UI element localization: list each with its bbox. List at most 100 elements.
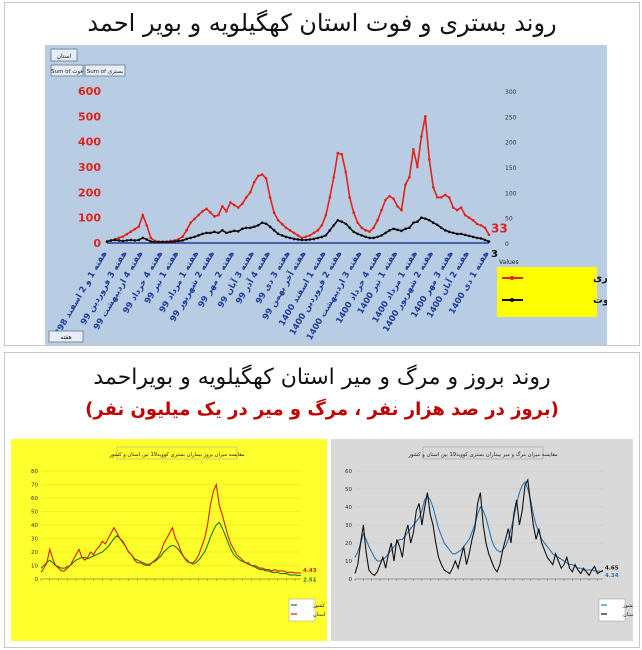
point-hosp (428, 158, 431, 161)
point-hosp (328, 196, 332, 199)
point-hosp (300, 236, 304, 240)
point-hosp (360, 226, 363, 230)
point-death (153, 240, 157, 244)
y-tick-label: 10 (31, 564, 38, 570)
point-death (304, 238, 308, 242)
point-hosp (459, 206, 463, 209)
point-death (292, 237, 296, 241)
point-death (424, 217, 427, 220)
chart-title-box (116, 446, 238, 460)
legend-box (598, 598, 626, 622)
point-hosp (412, 147, 415, 151)
point-hosp (455, 208, 459, 212)
y-tick-left: 0 (93, 237, 101, 250)
point-death (197, 234, 200, 237)
point-death (396, 228, 399, 232)
legend-marker (510, 276, 514, 280)
point-death (284, 235, 288, 239)
point-death (487, 240, 491, 243)
point-hosp (125, 232, 129, 236)
point-death (328, 229, 332, 232)
point-hosp (129, 230, 133, 233)
point-death (471, 235, 475, 239)
top-panel: روند بستری و فوت استان کهگیلویه و بویر ا… (4, 2, 642, 346)
y-tick-label: 40 (31, 523, 38, 529)
point-death (483, 238, 487, 242)
point-death (336, 218, 340, 222)
point-hosp (416, 165, 419, 169)
y-tick-right: 250 (505, 114, 517, 121)
point-death (316, 236, 320, 240)
point-death (404, 227, 407, 231)
point-hosp (117, 236, 121, 240)
point-hosp (368, 230, 371, 233)
point-hosp (284, 226, 288, 230)
point-death (105, 240, 109, 243)
point-death (479, 237, 483, 240)
y-tick-left: 200 (78, 186, 101, 199)
point-hosp (288, 229, 292, 232)
point-death (380, 234, 383, 237)
series-line-country (40, 521, 301, 577)
point-hosp (479, 223, 483, 227)
chart-title: مقایسه میزان مرگ و میر بیماران بستری کوو… (407, 450, 557, 458)
point-hosp (201, 210, 204, 213)
end-label-country: 4.34 (605, 573, 619, 579)
point-hosp (408, 175, 411, 179)
y-tick-label: 30 (31, 537, 38, 543)
point-death (463, 233, 467, 237)
point-hosp (225, 210, 228, 213)
point-death (372, 236, 375, 240)
point-hosp (197, 213, 200, 217)
y-tick-label: 50 (345, 487, 352, 493)
point-hosp (145, 223, 149, 227)
point-hosp (447, 196, 451, 199)
point-death (129, 238, 133, 242)
point-death (324, 234, 328, 237)
end-label-country: 2.51 (303, 578, 317, 584)
point-hosp (312, 231, 316, 235)
point-hosp (392, 197, 395, 200)
point-hosp (141, 213, 145, 217)
filter-button (50, 48, 78, 62)
point-hosp (244, 196, 248, 199)
point-death (447, 230, 451, 234)
y-tick-left: 500 (78, 110, 101, 123)
point-death (209, 231, 212, 235)
point-hosp (181, 235, 184, 238)
point-hosp (213, 215, 216, 218)
incidence-chart-svg: مقایسه میزان بروز بیماران بستری کووید19 … (31, 446, 325, 622)
mortality-chart-svg: مقایسه میزان مرگ و میر بیماران بستری کوو… (345, 446, 635, 622)
point-hosp (340, 153, 344, 156)
point-death (205, 231, 208, 235)
point-death (189, 236, 192, 240)
point-death (412, 221, 415, 225)
point-hosp (252, 180, 256, 184)
point-death (408, 226, 411, 230)
point-death (276, 232, 280, 236)
point-death (185, 237, 188, 241)
point-hosp (467, 216, 471, 219)
point-hosp (324, 213, 328, 217)
point-death (368, 236, 371, 240)
point-death (113, 238, 117, 242)
point-death (256, 223, 260, 227)
chart-title-box (422, 446, 544, 460)
point-death (400, 229, 403, 233)
field-button-hosp-label: Sum of بستری (87, 69, 124, 75)
point-hosp (332, 175, 336, 179)
chart-title: مقایسه میزان بروز بیماران بستری کووید19 … (108, 452, 245, 458)
point-death (240, 227, 244, 231)
point-death (233, 229, 236, 233)
point-hosp (424, 115, 427, 118)
point-hosp (193, 217, 196, 221)
legend-entry: کشور (622, 603, 633, 609)
point-hosp (316, 229, 320, 232)
point-death (312, 237, 316, 241)
point-hosp (292, 231, 296, 235)
legend-entry: Sum of فوت (593, 295, 607, 306)
point-death (201, 232, 204, 236)
point-death (435, 223, 439, 227)
point-hosp (149, 236, 153, 240)
section-subtitle: (بروز در صد هزار نفر ، مرگ و میر در یک م… (85, 399, 559, 420)
